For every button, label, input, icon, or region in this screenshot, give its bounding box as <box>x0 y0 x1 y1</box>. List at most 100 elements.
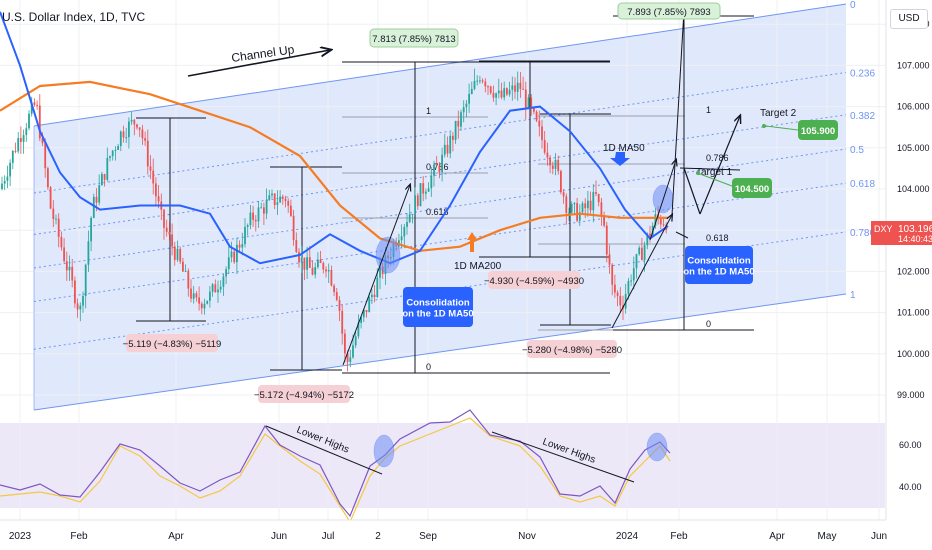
candle-body <box>433 164 435 176</box>
time-axis-ticks: 2023 Feb Apr Jun Jul 2 Sep Nov 2024 Feb Apr May Jun <box>9 531 887 542</box>
candle-body <box>241 244 244 248</box>
candle-body <box>95 196 98 203</box>
measure-6: 7.893 (7.85%) 7893 <box>617 2 721 20</box>
candle-body <box>465 103 468 108</box>
candle-body <box>28 113 30 129</box>
time-tick: Jun <box>271 531 287 542</box>
candle-body <box>87 241 90 265</box>
candle-body <box>117 146 119 150</box>
fib-label: 0 <box>706 319 711 329</box>
candle-body <box>627 280 630 294</box>
fib-label: 0.618 <box>426 207 449 217</box>
candle-body <box>290 205 292 216</box>
candle-body <box>638 247 641 255</box>
candle-body <box>438 165 441 173</box>
measure-2: −5.172 (−4.94%) −5172 <box>254 385 354 403</box>
candle-body <box>222 276 225 287</box>
target-2-label: Target 2 <box>760 108 797 119</box>
candle-body <box>195 293 198 298</box>
projection-arrows <box>187 10 740 483</box>
candle-body <box>179 248 182 262</box>
candle-body <box>11 150 14 163</box>
candle-body <box>422 183 425 194</box>
candle-body <box>76 303 79 310</box>
candle-body <box>462 107 465 113</box>
candle-body <box>619 295 622 306</box>
candle-body <box>573 203 576 205</box>
fib-label: 0.618 <box>706 233 729 243</box>
symbol-title[interactable]: U.S. Dollar Index, 1D, TVC <box>2 10 146 24</box>
candle-body <box>584 203 587 209</box>
candle-body <box>646 233 649 246</box>
time-tick: May <box>818 531 837 542</box>
time-tick: Feb <box>70 531 88 542</box>
candle-body <box>36 104 38 106</box>
candle-body <box>597 193 600 203</box>
candle-body <box>406 222 408 227</box>
channel-level-label: 0.236 <box>850 68 875 79</box>
fib-label: 1 <box>426 106 431 116</box>
time-tick: Apr <box>769 531 785 542</box>
channel-fill <box>34 4 846 410</box>
candle-body <box>6 176 9 181</box>
candle-body <box>630 280 632 282</box>
candle-body <box>63 247 65 262</box>
svg-text:−5.280 (−4.98%) −5280: −5.280 (−4.98%) −5280 <box>522 345 622 356</box>
candle-body <box>568 212 570 214</box>
currency-button[interactable]: USD <box>890 9 928 29</box>
candle-body <box>379 266 381 278</box>
price-tick: 106.000 <box>897 102 930 112</box>
candle-body <box>452 135 454 140</box>
svg-text:104.500: 104.500 <box>735 184 769 195</box>
candle-body <box>103 174 106 180</box>
candle-body <box>327 269 330 272</box>
candle-body <box>511 85 514 90</box>
candle-body <box>576 203 578 221</box>
rsi-tick: 60.00 <box>899 440 922 450</box>
candle-body <box>503 88 506 98</box>
candle-body <box>68 266 71 271</box>
candle-body <box>295 240 298 252</box>
ma50-line[interactable] <box>0 11 669 265</box>
candle-body <box>187 270 190 289</box>
candle-body <box>44 143 47 169</box>
candle-body <box>430 175 433 189</box>
candle-body <box>400 236 403 241</box>
candle-body <box>281 196 284 199</box>
candle-body <box>649 233 651 236</box>
candle-body <box>570 203 573 213</box>
channel-level-label: 0.5 <box>850 145 864 156</box>
candle-body <box>357 322 360 337</box>
candle-body <box>470 88 473 94</box>
candle-body <box>560 171 562 193</box>
measure-3: 7.813 (7.85%) 7813 <box>369 28 459 48</box>
candle-body <box>225 269 227 277</box>
svg-text:on the 1D MA50: on the 1D MA50 <box>683 267 754 278</box>
candle-body <box>190 288 192 299</box>
candle-body <box>41 138 44 144</box>
candle-body <box>481 80 484 82</box>
rsi-line <box>0 409 671 518</box>
fib-label: 1 <box>706 105 711 115</box>
candle-body <box>303 257 306 270</box>
candle-body <box>233 251 236 263</box>
svg-text:−5.119 (−4.83%) −5119: −5.119 (−4.83%) −5119 <box>123 339 222 350</box>
candle-body <box>119 131 122 147</box>
candle-body <box>522 88 524 90</box>
candle-body <box>538 120 541 127</box>
candle-body <box>565 196 568 213</box>
candle-body <box>403 226 406 237</box>
candle-body <box>157 196 160 202</box>
candle-body <box>171 234 173 247</box>
candle-body <box>427 188 430 192</box>
candle-body <box>360 317 362 323</box>
ma200-line[interactable] <box>0 80 668 252</box>
channel-level-label: 0 <box>850 0 856 11</box>
candle-body <box>349 357 352 362</box>
candle-body <box>549 157 551 166</box>
candle-body <box>79 305 82 310</box>
rsi-tick: 40.00 <box>899 482 922 492</box>
candle-body <box>460 112 462 127</box>
candle-body <box>84 264 87 296</box>
